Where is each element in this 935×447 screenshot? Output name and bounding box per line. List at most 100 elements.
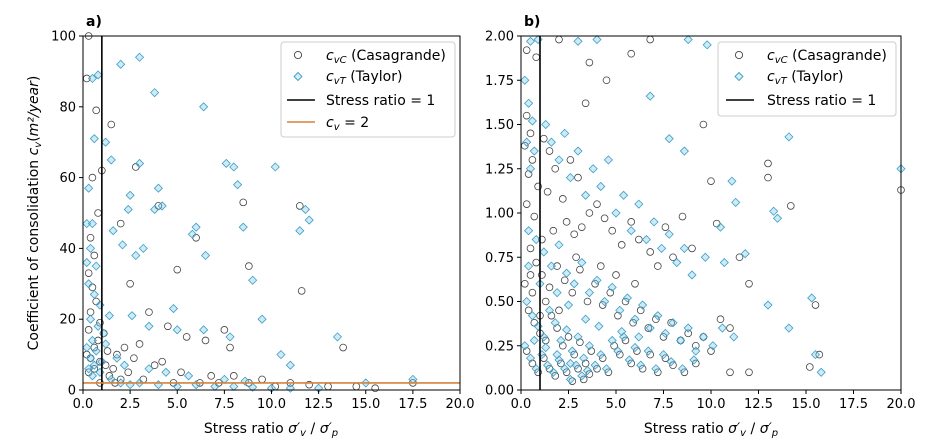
casagrande-point (811, 301, 820, 309)
casagrande-point (524, 306, 533, 315)
taylor-point (95, 300, 105, 310)
taylor-point (683, 34, 693, 45)
taylor-point (529, 335, 539, 346)
x-tick-label: 7.5 (653, 397, 674, 412)
legend-a-circle-marker (293, 50, 303, 60)
casagrande-point (661, 223, 670, 231)
taylor-point (89, 360, 99, 370)
x-tick-label: 20.0 (887, 397, 916, 412)
x-tick-label: 0.0 (511, 397, 532, 412)
casagrande-point (581, 99, 590, 108)
taylor-point (653, 311, 663, 321)
x-tick-label: 15.0 (792, 397, 821, 412)
casagrande-point (646, 248, 654, 256)
taylor-point (522, 137, 532, 147)
x-tick-label: 5.0 (606, 397, 627, 412)
taylor-point (285, 360, 295, 370)
taylor-point (664, 134, 674, 144)
casagrande-point (627, 49, 635, 58)
casagrande-point (557, 359, 565, 368)
casagrande-point (678, 212, 687, 221)
casagrande-point (627, 359, 635, 368)
taylor-point (679, 243, 689, 253)
taylor-point (183, 371, 194, 381)
taylor-point (590, 360, 600, 370)
casagrande-point (239, 198, 248, 207)
y-tick-label: 1.00 (485, 207, 514, 222)
taylor-point (573, 332, 583, 342)
taylor-point (556, 335, 566, 346)
casagrande-point (669, 253, 677, 262)
taylor-point (134, 52, 145, 62)
x-tick-label: 12.5 (304, 397, 333, 412)
taylor-point (658, 350, 669, 360)
casagrande-point (707, 177, 715, 185)
taylor-point (784, 132, 794, 142)
taylor-point (84, 183, 94, 193)
taylor-point (581, 190, 591, 200)
casagrande-point (226, 343, 234, 352)
taylor-point (541, 342, 551, 353)
casagrande-point (96, 357, 104, 366)
taylor-point (683, 323, 693, 333)
taylor-point (577, 371, 587, 381)
casagrande-point (526, 271, 535, 279)
taylor-point (541, 119, 551, 130)
y-tick-label: 0 (68, 384, 76, 399)
casagrande-point (764, 159, 772, 168)
taylor-point (550, 318, 560, 328)
taylor-point (677, 364, 688, 374)
taylor-point (527, 311, 537, 321)
casagrande-point (549, 226, 558, 235)
taylor-point (634, 332, 644, 342)
casagrande-point (691, 341, 700, 350)
casagrande-point (564, 333, 573, 341)
casagrande-point (726, 324, 734, 332)
taylor-point (82, 257, 92, 268)
casagrande-point (572, 253, 580, 262)
y-tick-label: 100 (51, 30, 76, 45)
taylor-point (539, 247, 549, 257)
casagrande-point (602, 76, 611, 85)
taylor-point (187, 229, 197, 239)
panel-b-x-ticks: 0.0 2.5 5.0 7.5 10.0 12.5 15.0 17.5 20.0 (511, 390, 916, 412)
casagrande-point (530, 212, 539, 221)
legend-a-taylor: cvT (Taylor) (326, 69, 402, 87)
taylor-point (270, 162, 280, 172)
casagrande-point (145, 308, 153, 316)
taylor-point (664, 229, 674, 239)
taylor-point (543, 360, 553, 370)
taylor-point (579, 353, 589, 363)
casagrande-point (158, 357, 166, 366)
taylor-point (645, 91, 655, 101)
casagrande-point (522, 200, 531, 208)
taylor-point (87, 371, 97, 381)
taylor-point (698, 332, 708, 342)
casagrande-point (574, 364, 582, 373)
taylor-point (116, 59, 126, 69)
casagrande-point (574, 173, 582, 182)
taylor-point (300, 204, 310, 215)
legend-b-diamond-marker (734, 71, 744, 82)
y-tick-label: 20 (59, 313, 76, 328)
x-tick-label: 7.5 (214, 397, 235, 412)
casagrande-point (568, 288, 577, 297)
taylor-point (708, 341, 718, 351)
taylor-point (240, 376, 250, 386)
taylor-point (676, 335, 686, 346)
casagrande-point (124, 368, 133, 377)
taylor-point (93, 321, 103, 331)
taylor-point (687, 270, 697, 280)
taylor-point (567, 346, 577, 356)
taylor-point (82, 342, 92, 353)
taylor-point (554, 155, 564, 165)
taylor-point (641, 234, 651, 245)
taylor-point (715, 222, 726, 232)
taylor-point (560, 128, 570, 138)
taylor-point (168, 304, 179, 314)
casagrande-point (116, 219, 125, 228)
casagrande-point (585, 209, 594, 217)
casagrande-point (113, 350, 121, 359)
taylor-point (638, 300, 648, 310)
casagrande-point (629, 318, 637, 327)
